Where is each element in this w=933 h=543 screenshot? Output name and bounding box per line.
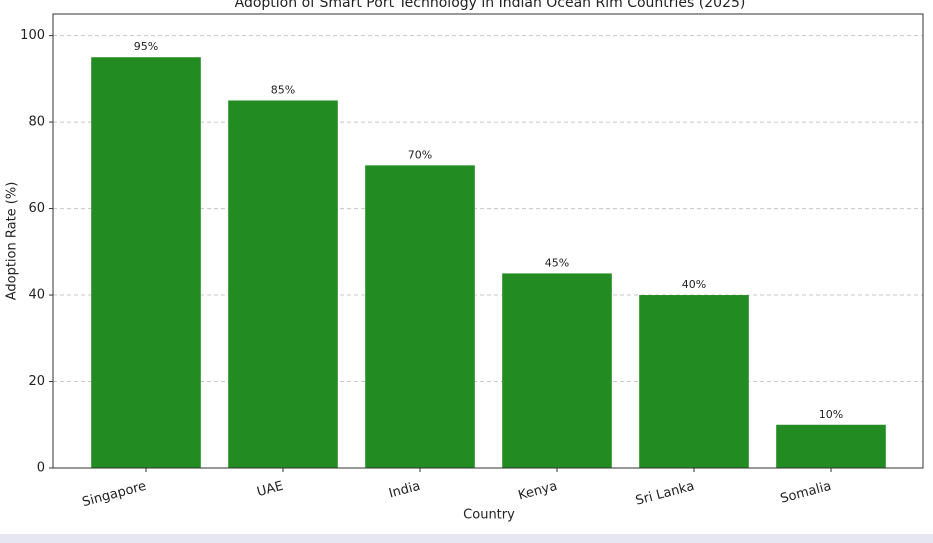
bar [639, 295, 749, 468]
y-tick-label: 20 [28, 374, 45, 389]
value-label: 95% [134, 40, 158, 53]
value-label: 40% [682, 278, 706, 291]
bar [365, 165, 475, 469]
x-tick-label: Singapore [81, 479, 148, 510]
bar [228, 100, 338, 468]
chart-title: Adoption of Smart Port Technology in Ind… [235, 0, 746, 11]
x-tick-label: Sri Lanka [634, 479, 696, 509]
bottom-strip [0, 534, 933, 543]
value-label: 70% [408, 148, 432, 161]
x-tick-label: Somalia [779, 479, 833, 507]
plot-frame [52, 13, 924, 469]
x-tick-label: India [387, 479, 422, 502]
bar [502, 273, 612, 468]
x-tick-label: Kenya [517, 479, 559, 504]
x-tick-label: UAE [255, 479, 285, 500]
x-axis-label: Country [463, 508, 515, 523]
bar [776, 424, 886, 468]
y-axis-label: Adoption Rate (%) [5, 182, 20, 301]
bar [91, 57, 201, 468]
y-tick-label: 100 [20, 28, 45, 43]
value-label: 85% [271, 83, 295, 96]
y-tick-label: 40 [28, 288, 45, 303]
value-label: 45% [545, 256, 569, 269]
y-tick-label: 80 [28, 115, 45, 130]
value-label: 10% [819, 408, 843, 421]
y-tick-label: 0 [37, 461, 45, 476]
plot-area: 0 20 40 60 80 100 95% Singapore 85% UAE 70% India 45… [20, 28, 923, 510]
y-tick-label: 60 [28, 201, 45, 216]
